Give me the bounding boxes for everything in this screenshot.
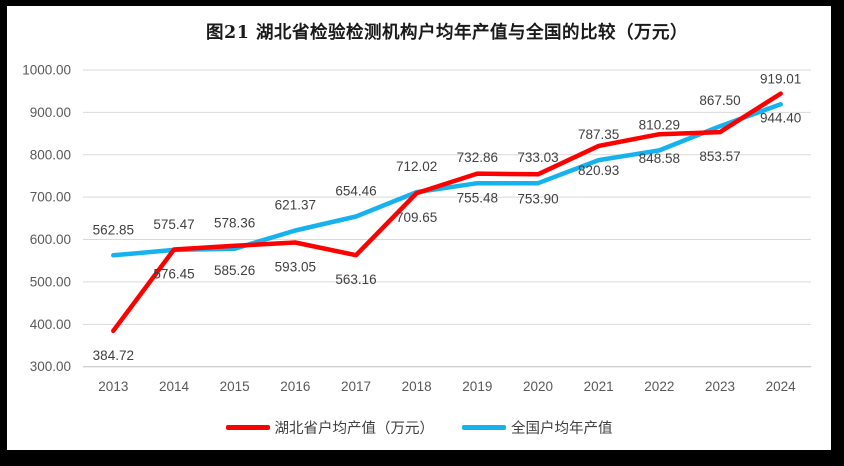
national-data-label: 810.29 [639, 117, 680, 132]
legend-item-hubei: 湖北省户均产值（万元） [225, 417, 435, 438]
x-tick-label: 2017 [341, 379, 371, 394]
national-data-label: 654.46 [335, 183, 376, 198]
national-data-label: 787.35 [578, 127, 619, 142]
hubei-data-label: 820.93 [578, 163, 619, 178]
y-tick-label: 300.00 [30, 359, 71, 374]
hubei-data-label: 709.65 [396, 210, 437, 225]
national-data-label: 732.86 [457, 150, 498, 165]
y-tick-label: 400.00 [30, 317, 71, 332]
x-tick-label: 2023 [705, 379, 735, 394]
x-tick-label: 2013 [98, 379, 128, 394]
national-data-label: 919.01 [760, 71, 801, 86]
hubei-data-label: 593.05 [275, 259, 316, 274]
y-tick-label: 700.00 [30, 190, 71, 205]
chart-legend: 湖北省户均产值（万元） 全国户均年产值 [7, 417, 831, 438]
y-tick-label: 900.00 [30, 105, 71, 120]
national-data-label: 712.02 [396, 159, 437, 174]
x-tick-label: 2015 [220, 379, 250, 394]
x-tick-label: 2019 [462, 379, 492, 394]
hubei-series-line [111, 91, 783, 334]
hubei-data-label: 563.16 [335, 272, 376, 287]
legend-label-national: 全国户均年产值 [511, 421, 613, 437]
national-line-swatch [462, 425, 506, 430]
y-tick-label: 1000.00 [22, 63, 71, 78]
x-tick-label: 2016 [280, 379, 310, 394]
hubei-data-label: 755.48 [457, 191, 498, 206]
hubei-data-label: 585.26 [214, 263, 255, 278]
hubei-data-label: 576.45 [153, 267, 194, 282]
y-tick-label: 600.00 [30, 232, 71, 247]
x-tick-label: 2024 [766, 379, 797, 394]
x-tick-label: 2022 [644, 379, 674, 394]
x-tick-label: 2018 [402, 379, 432, 394]
x-tick-label: 2021 [584, 379, 614, 394]
national-series-line [111, 102, 783, 258]
hubei-data-label: 384.72 [93, 348, 134, 363]
national-data-label: 578.36 [214, 216, 255, 231]
hubei-data-label: 853.57 [699, 149, 740, 164]
legend-item-national: 全国户均年产值 [462, 417, 613, 438]
legend-label-hubei: 湖北省户均产值（万元） [274, 421, 435, 437]
x-tick-label: 2020 [523, 379, 553, 394]
hubei-line-swatch [225, 425, 270, 430]
line-chart: 1000.00 900.00 800.00 700.00 600.00 500.00 400… [22, 63, 811, 394]
national-data-label: 575.47 [153, 217, 194, 232]
x-tick-label: 2014 [159, 379, 190, 394]
hubei-data-label: 944.40 [760, 111, 801, 126]
y-tick-label: 500.00 [30, 274, 71, 289]
hubei-data-label: 848.58 [639, 151, 680, 166]
national-data-label: 562.85 [93, 222, 134, 237]
chart-title: 图21 湖北省检验检测机构户均年产值与全国的比较（万元） [206, 23, 688, 43]
national-data-label: 621.37 [275, 197, 316, 212]
y-tick-label: 800.00 [30, 147, 71, 162]
chart-panel: 图21 湖北省检验检测机构户均年产值与全国的比较（万元） 1000.00 900.… [7, 6, 831, 450]
national-data-label: 733.03 [517, 150, 558, 165]
national-data-label: 867.50 [699, 93, 740, 108]
hubei-data-label: 753.90 [517, 191, 558, 206]
